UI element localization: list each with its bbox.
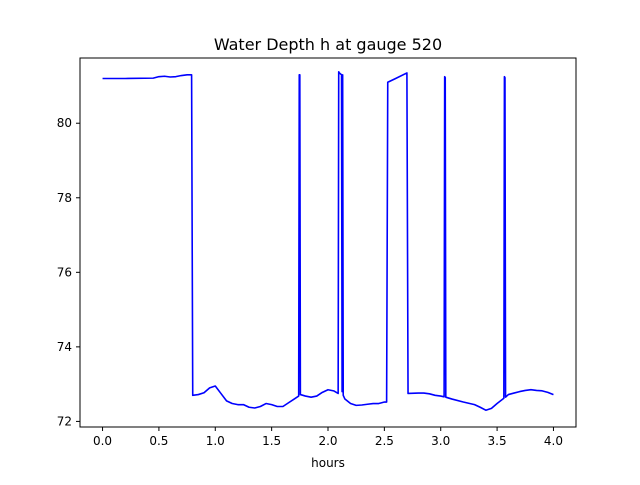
x-tick-label: 3.5: [488, 434, 507, 448]
y-tick-label: 78: [57, 191, 72, 205]
x-tick-label: 3.0: [431, 434, 450, 448]
x-tick-label: 2.5: [375, 434, 394, 448]
y-tick-label: 72: [57, 414, 72, 428]
y-tick-label: 74: [57, 340, 72, 354]
series-line-0: [102, 70, 554, 412]
axes-layer: 0.0 0.5 1.0 1.5 2.0 2.5 3.0 3.5 4.0 72 74 76 78 80: [57, 57, 577, 448]
plot-layer: [80, 58, 576, 427]
x-tick-label: 1.0: [206, 434, 225, 448]
x-tick-label: 0.5: [149, 434, 168, 448]
y-tick-label: 76: [57, 265, 72, 279]
y-tick-label: 80: [57, 116, 72, 130]
x-tick-label: 2.0: [318, 434, 337, 448]
plot-area: [80, 58, 576, 427]
x-tick-label: 4.0: [544, 434, 563, 448]
x-axis-label: hours: [311, 456, 345, 470]
x-tick-label: 1.5: [262, 434, 281, 448]
x-tick-label: 0.0: [93, 434, 112, 448]
chart-title: Water Depth h at gauge 520: [214, 35, 442, 54]
